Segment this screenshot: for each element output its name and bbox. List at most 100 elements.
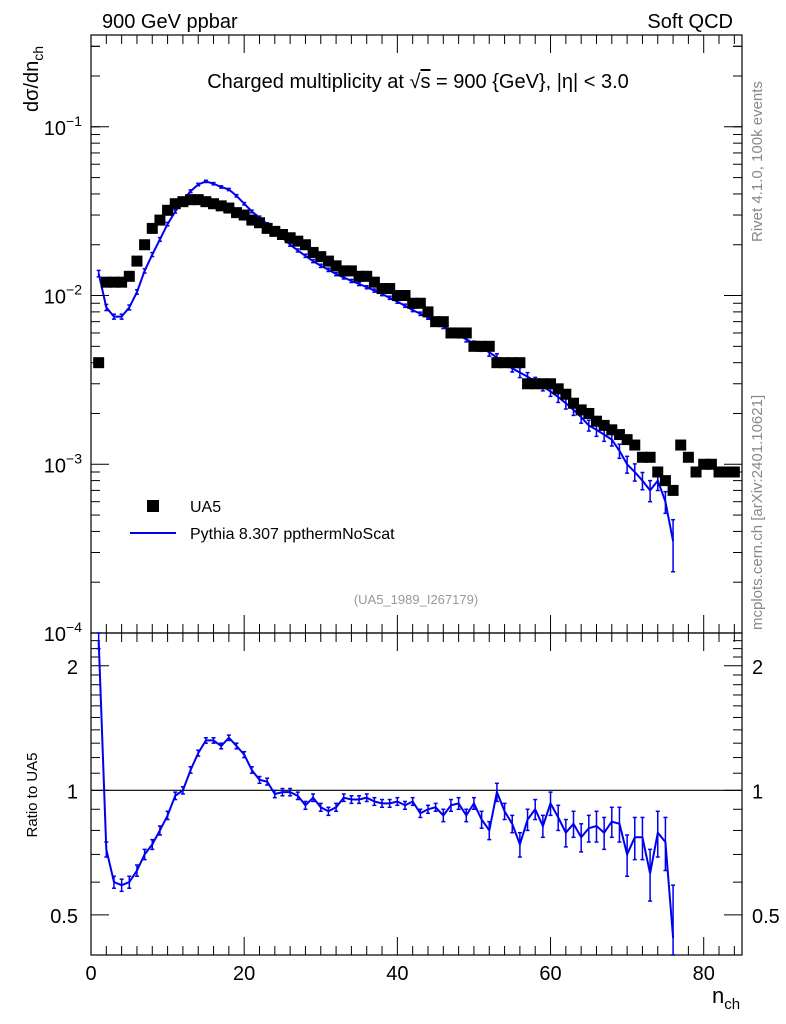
x-tick-label: 20 bbox=[233, 963, 255, 985]
ua5-data-point bbox=[644, 451, 656, 463]
ua5-data-point bbox=[499, 357, 511, 369]
ratio-plot-frame bbox=[90, 632, 743, 956]
ua5-data-point bbox=[483, 340, 495, 352]
ua5-data-point bbox=[705, 458, 717, 470]
ua5-data-point bbox=[177, 196, 189, 208]
y-tick-label: 10−1 bbox=[44, 113, 82, 140]
rivet-label: Rivet 4.1.0, 100k events bbox=[749, 81, 766, 242]
legend-data-label: UA5 bbox=[190, 499, 221, 516]
ua5-data-point bbox=[407, 297, 419, 309]
ua5-data-point bbox=[200, 196, 212, 208]
ua5-data-point bbox=[368, 276, 380, 288]
ua5-data-point bbox=[682, 451, 694, 463]
analysis-id: (UA5_1989_I267179) bbox=[354, 592, 478, 607]
ratio-tick-label-right: 1 bbox=[752, 781, 763, 803]
ua5-data-point bbox=[545, 378, 557, 390]
x-tick-label: 40 bbox=[386, 963, 408, 985]
x-tick-label: 60 bbox=[539, 963, 561, 985]
ua5-data-point bbox=[108, 276, 120, 288]
ua5-data-point bbox=[139, 239, 151, 251]
ua5-data-point bbox=[698, 458, 710, 470]
ua5-data-point bbox=[652, 466, 664, 478]
ua5-data-point bbox=[299, 239, 311, 251]
ua5-data-point bbox=[223, 202, 235, 214]
chart-title: Charged multiplicity at √s = 900 {GeV}, … bbox=[207, 71, 629, 93]
ua5-data-point bbox=[192, 194, 204, 206]
ratio-tick-label-left: 0.5 bbox=[50, 906, 78, 928]
ratio-y-tick-labels: 2 2 1 1 0.5 0.5 bbox=[50, 657, 780, 928]
ua5-data-point bbox=[437, 316, 449, 328]
ua5-data-point bbox=[330, 260, 342, 272]
ua5-data-point bbox=[162, 204, 174, 216]
x-axis-label: nch bbox=[712, 983, 740, 1013]
ua5-data-point bbox=[307, 246, 319, 258]
ua5-data-point bbox=[613, 429, 625, 441]
main-y-ticks bbox=[91, 45, 742, 634]
ua5-data-point bbox=[231, 207, 243, 219]
ratio-tick-label-left: 1 bbox=[67, 781, 78, 803]
ua5-data-point bbox=[146, 222, 158, 234]
ratio-tick-label-left: 2 bbox=[67, 657, 78, 679]
ua5-data-point bbox=[269, 225, 281, 237]
ua5-data-point bbox=[552, 383, 564, 395]
ua5-data-point bbox=[606, 424, 618, 436]
ratio-tick-label-right: 0.5 bbox=[752, 906, 780, 928]
header-right: Soft QCD bbox=[647, 11, 733, 33]
ua5-data-point bbox=[476, 340, 488, 352]
ua5-data-point bbox=[238, 209, 250, 221]
ua5-data-point bbox=[353, 270, 365, 282]
ua5-data-point bbox=[215, 200, 227, 212]
ua5-data-point bbox=[154, 214, 166, 226]
ua5-data-point bbox=[537, 378, 549, 390]
legend-mc-label: Pythia 8.307 ppthermNoScat bbox=[190, 526, 395, 543]
ua5-data-point bbox=[590, 415, 602, 427]
ua5-data-point bbox=[284, 232, 296, 244]
y-axis-ratio-label: Ratio to UA5 bbox=[24, 752, 41, 837]
ua5-data-point bbox=[345, 265, 357, 277]
ua5-data-point bbox=[445, 327, 457, 339]
ua5-data-point bbox=[522, 378, 534, 390]
ua5-data-point bbox=[276, 228, 288, 240]
ua5-data-point bbox=[514, 357, 526, 369]
ua5-data-point bbox=[246, 214, 258, 226]
ratio-tick-label-right: 2 bbox=[752, 657, 763, 679]
ua5-data-point bbox=[376, 283, 388, 295]
x-tick-labels: 0 20 40 60 80 bbox=[85, 963, 714, 985]
data-markers bbox=[93, 194, 740, 496]
ua5-data-point bbox=[636, 451, 648, 463]
ua5-data-point bbox=[529, 378, 541, 390]
ua5-data-point bbox=[430, 316, 442, 328]
ua5-data-point bbox=[322, 255, 334, 267]
legend-data-marker bbox=[147, 500, 159, 512]
ua5-data-point bbox=[169, 198, 181, 210]
ua5-data-point bbox=[659, 475, 671, 487]
x-ticks bbox=[90, 35, 735, 955]
legend: UA5 Pythia 8.307 ppthermNoScat bbox=[130, 499, 395, 543]
y-tick-label: 10−4 bbox=[44, 619, 82, 646]
ua5-data-point bbox=[261, 222, 273, 234]
ratio-line bbox=[97, 640, 675, 938]
ua5-data-point bbox=[123, 270, 135, 282]
ua5-data-point bbox=[315, 251, 327, 263]
ua5-data-point bbox=[575, 404, 587, 416]
ua5-data-point bbox=[422, 306, 434, 318]
sqrt-s: s bbox=[420, 71, 430, 93]
ua5-data-point bbox=[568, 397, 580, 409]
ua5-data-point bbox=[506, 357, 518, 369]
y-axis-main-label: dσ/dnch bbox=[21, 46, 46, 112]
mc-main-errorbars bbox=[96, 179, 676, 573]
ua5-data-point bbox=[721, 466, 733, 478]
header-left: 900 GeV ppbar bbox=[102, 11, 238, 33]
ua5-data-point bbox=[116, 276, 128, 288]
ua5-data-point bbox=[667, 484, 679, 496]
main-plot-frame bbox=[90, 34, 743, 634]
ua5-data-point bbox=[361, 270, 373, 282]
ua5-data-point bbox=[629, 439, 641, 451]
y-tick-label: 10−2 bbox=[44, 282, 82, 309]
mc-main-line bbox=[97, 180, 675, 542]
ua5-data-point bbox=[713, 466, 725, 478]
ua5-data-point bbox=[384, 283, 396, 295]
ua5-data-point bbox=[491, 357, 503, 369]
ua5-data-point bbox=[460, 327, 472, 339]
